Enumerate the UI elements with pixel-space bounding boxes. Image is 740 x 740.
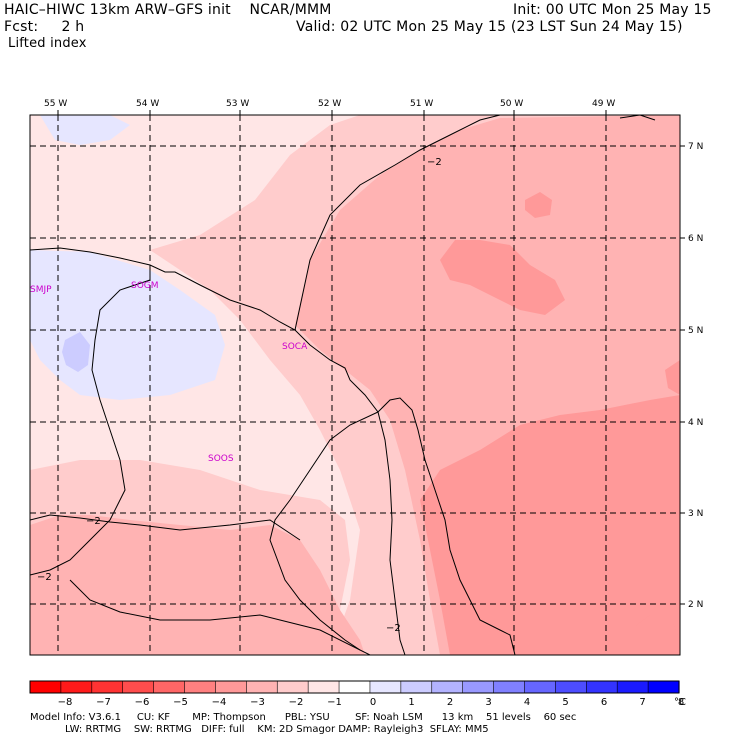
lifted-index-field	[30, 115, 680, 655]
scale-tick-label: −1	[327, 697, 342, 708]
lon-label: 53 W	[226, 99, 249, 109]
scale-swatch	[122, 681, 155, 693]
contour-label: −2	[427, 157, 442, 168]
lon-label: 49 W	[592, 99, 615, 109]
scale-tick-label: 3	[485, 697, 491, 708]
scale-tick-label: −2	[289, 697, 304, 708]
lat-label: 3 N	[688, 509, 703, 519]
scale-swatch	[493, 681, 526, 693]
model-info-line-1: Model Info: V3.6.1 CU: KF MP: Thompson P…	[30, 712, 577, 723]
scale-swatch	[462, 681, 495, 693]
model-title: HAIC–HIWC 13km ARW–GFS init NCAR/MMM	[4, 2, 332, 18]
forecast-hour: Fcst: 2 h	[4, 19, 85, 35]
lon-label: 55 W	[44, 99, 67, 109]
scale-tick-label: −6	[135, 697, 150, 708]
scale-swatch	[215, 681, 247, 693]
scale-swatch	[400, 681, 433, 693]
color-scale-bar	[30, 681, 680, 693]
scale-swatch	[648, 681, 680, 693]
scale-swatch	[277, 681, 309, 693]
scale-tick-label: 7	[639, 697, 645, 708]
dark-pink-south	[420, 395, 680, 655]
scale-swatch	[308, 681, 340, 693]
lat-label: 5 N	[688, 326, 703, 336]
scale-swatch	[60, 681, 93, 693]
station-label: SOOS	[208, 454, 234, 464]
lon-label: 54 W	[136, 99, 159, 109]
scale-swatch	[431, 681, 464, 693]
valid-time: Valid: 02 UTC Mon 25 May 15 (23 LST Sun …	[296, 19, 683, 35]
field-name: Lifted index	[8, 36, 87, 51]
scale-swatch	[184, 681, 217, 693]
blue-region-north	[40, 115, 130, 145]
contour-label: −2	[86, 516, 101, 527]
scale-tick-label: 8	[678, 697, 684, 708]
map-frame	[29, 114, 681, 656]
scale-tick-label: 5	[562, 697, 568, 708]
scale-swatch	[524, 681, 556, 693]
tick-marks	[57, 110, 685, 605]
model-info-line-2: LW: RRTMG SW: RRTMG DIFF: full KM: 2D Sm…	[30, 724, 489, 735]
scale-swatch	[153, 681, 186, 693]
scale-swatch	[586, 681, 618, 693]
init-time: Init: 00 UTC Mon 25 May 15	[513, 2, 712, 18]
lon-label: 52 W	[318, 99, 341, 109]
station-label: SMJP	[30, 285, 52, 295]
dark-pink-small	[525, 192, 552, 218]
scale-swatch	[555, 681, 587, 693]
lat-label: 7 N	[688, 142, 703, 152]
scale-swatch	[617, 681, 649, 693]
dark-pink-corner	[630, 615, 680, 655]
color-scale-labels: −8 −7 −6 −5 −4 −3 −2 −1 0 1 2 3 4 5 6 7 8	[58, 697, 685, 708]
scale-unit: °C	[674, 697, 686, 708]
scale-tick-label: −4	[212, 697, 227, 708]
scale-tick-label: 0	[370, 697, 376, 708]
scale-swatch	[91, 681, 124, 693]
lat-label: 2 N	[688, 600, 703, 610]
scale-tick-label: 6	[601, 697, 607, 708]
scale-tick-label: −7	[96, 697, 111, 708]
scale-tick-label: 4	[524, 697, 530, 708]
color-scale-frame	[29, 680, 680, 694]
station-label: SOCA	[282, 342, 308, 352]
coastlines	[30, 115, 656, 655]
scale-tick-label: 1	[408, 697, 414, 708]
scale-swatch	[30, 681, 62, 693]
contour-label: −2	[386, 623, 401, 634]
lat-label: 4 N	[688, 418, 703, 428]
blue-spot	[62, 332, 90, 372]
station-label: SOGM	[131, 281, 159, 291]
dark-pink-blob	[440, 240, 565, 315]
scale-tick-label: −3	[250, 697, 265, 708]
scale-tick-label: −5	[173, 697, 188, 708]
lon-label: 51 W	[410, 99, 433, 109]
scale-swatch	[369, 681, 402, 693]
dark-pink-edge	[665, 360, 680, 395]
scale-swatch	[246, 681, 278, 693]
contour-label: −2	[37, 572, 52, 583]
lat-label: 6 N	[688, 234, 703, 244]
lat-lon-grid	[30, 115, 680, 655]
scale-tick-label: 2	[447, 697, 453, 708]
lon-label: 50 W	[500, 99, 523, 109]
scale-tick-label: −8	[58, 697, 73, 708]
scale-swatch	[339, 681, 371, 693]
